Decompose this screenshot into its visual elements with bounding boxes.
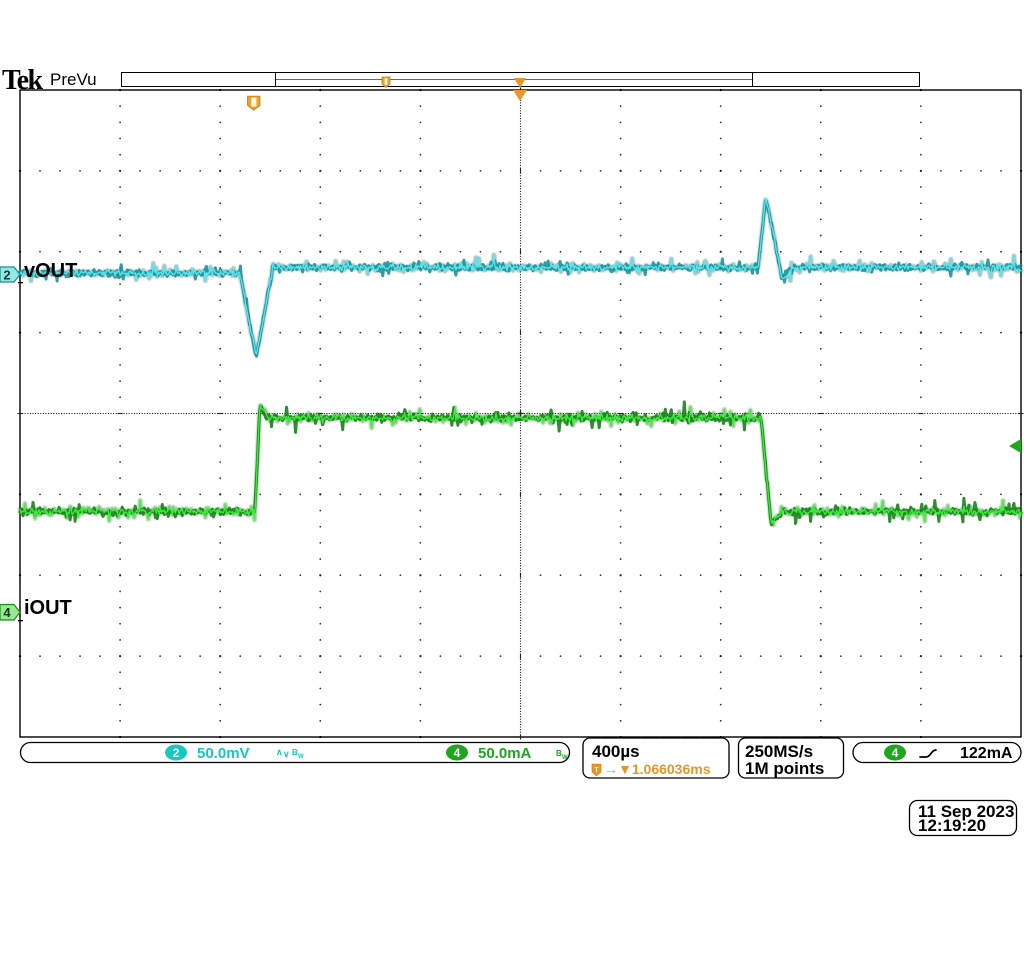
svg-text:122mA: 122mA bbox=[960, 745, 1013, 762]
svg-text:W: W bbox=[298, 754, 304, 760]
svg-text:∧: ∧ bbox=[276, 747, 283, 757]
svg-text:4: 4 bbox=[454, 746, 461, 760]
svg-text:∨: ∨ bbox=[283, 749, 290, 759]
svg-text:4: 4 bbox=[892, 746, 899, 760]
svg-text:2: 2 bbox=[173, 746, 180, 760]
svg-text:12:19:20: 12:19:20 bbox=[918, 816, 986, 835]
svg-text:W: W bbox=[562, 755, 568, 761]
svg-text:400µs: 400µs bbox=[592, 742, 640, 761]
svg-text:T: T bbox=[594, 767, 599, 774]
svg-text:50.0mV: 50.0mV bbox=[197, 745, 250, 762]
svg-text:50.0mA: 50.0mA bbox=[478, 745, 532, 762]
svg-text:1M points: 1M points bbox=[745, 759, 824, 778]
svg-text:→▼1.066036ms: →▼1.066036ms bbox=[604, 761, 711, 777]
